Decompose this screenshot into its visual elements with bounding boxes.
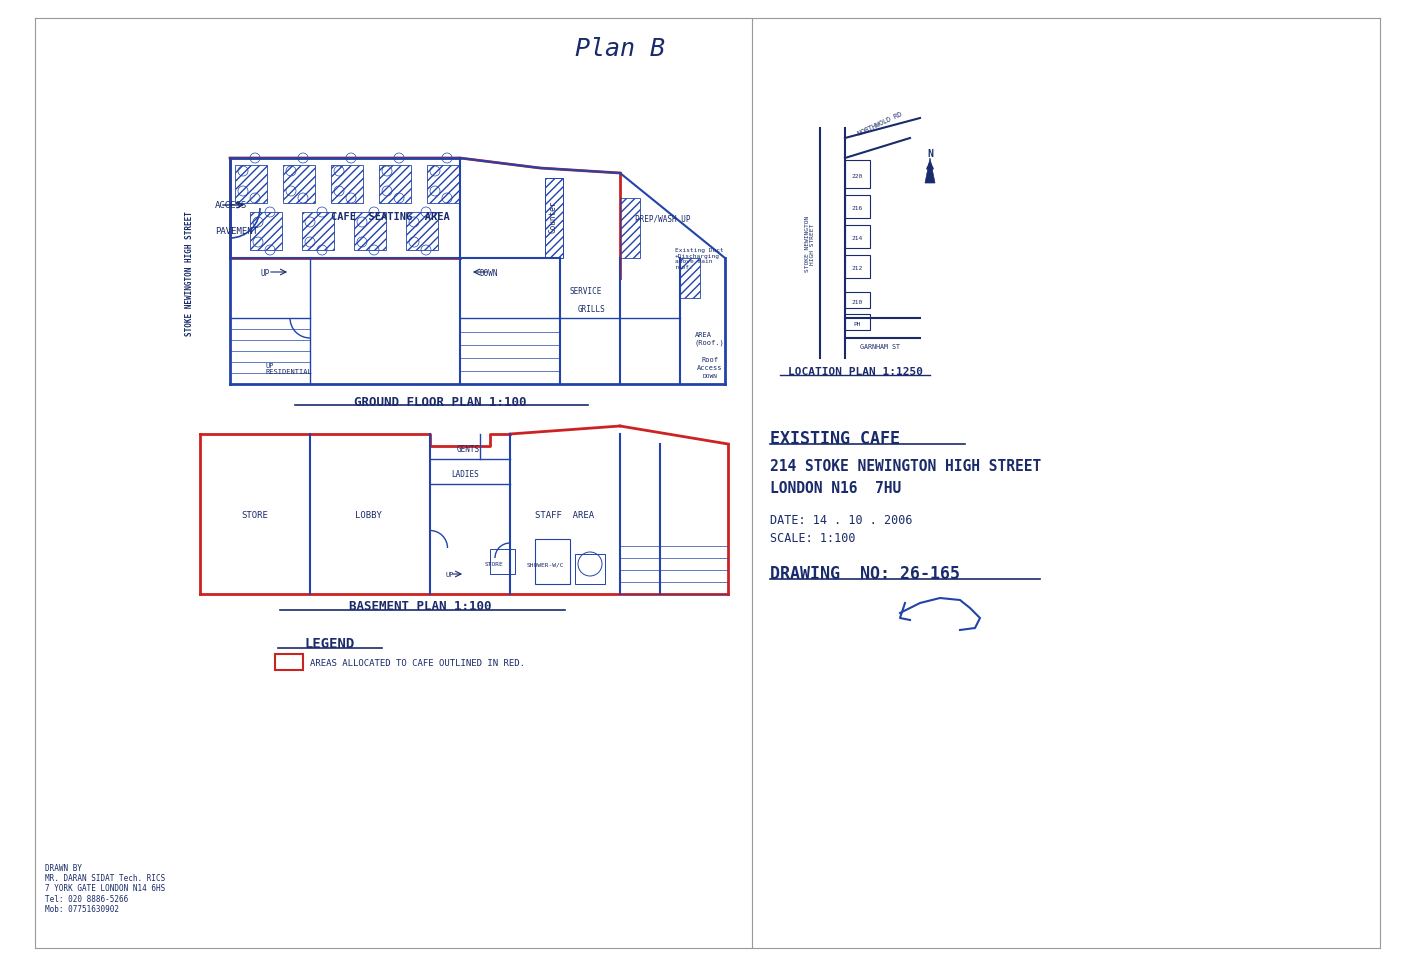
Bar [302, 213, 334, 250]
Text: GENTS: GENTS [457, 445, 479, 454]
Text: EXISTING CAFE: EXISTING CAFE [770, 429, 900, 448]
Text: DOWN: DOWN [702, 374, 718, 378]
Bar [845, 226, 870, 248]
Polygon shape [925, 158, 935, 184]
Text: DRAWING  NO: 26-165: DRAWING NO: 26-165 [770, 564, 960, 583]
Text: Roof
Access: Roof Access [698, 357, 723, 370]
Text: Plan B: Plan B [575, 37, 666, 61]
Text: STOKE NEWINGTON
HIGH STREET: STOKE NEWINGTON HIGH STREET [805, 216, 815, 272]
Text: AREA
(Roof.): AREA (Roof.) [695, 332, 725, 345]
Bar [845, 255, 870, 279]
Bar [845, 315, 870, 331]
Bar [845, 292, 870, 309]
Text: 212: 212 [852, 266, 863, 271]
Text: STORE: STORE [485, 562, 503, 567]
Text: PAVEMENT: PAVEMENT [214, 226, 258, 236]
Bar [575, 555, 605, 585]
Bar [275, 654, 303, 670]
Text: ACCESS: ACCESS [214, 201, 247, 210]
Text: LOBBY: LOBBY [354, 510, 382, 519]
Bar [354, 213, 386, 250]
Text: Counter: Counter [548, 200, 558, 233]
Bar [534, 540, 570, 585]
Text: SCALE: 1:100: SCALE: 1:100 [770, 532, 856, 545]
Text: STAFF  AREA: STAFF AREA [536, 510, 595, 519]
Bar [680, 259, 699, 298]
Text: DOWN: DOWN [479, 268, 499, 277]
Text: LOCATION PLAN 1:1250: LOCATION PLAN 1:1250 [788, 367, 922, 377]
Bar [491, 550, 515, 574]
Text: PREP/WASH UP: PREP/WASH UP [634, 214, 691, 223]
Text: LONDON N16  7HU: LONDON N16 7HU [770, 481, 901, 496]
Text: UP: UP [261, 268, 269, 277]
Text: STORE: STORE [241, 510, 268, 519]
Text: N: N [926, 149, 933, 158]
Text: SERVICE: SERVICE [570, 287, 602, 295]
Bar [845, 196, 870, 219]
Text: UP: UP [446, 571, 454, 577]
Bar [546, 179, 563, 259]
Bar [235, 166, 266, 203]
Bar [331, 166, 362, 203]
Text: CAFE  SEATING  AREA: CAFE SEATING AREA [330, 212, 450, 222]
Text: GRILLS: GRILLS [578, 304, 606, 313]
Text: GARNHAM ST: GARNHAM ST [860, 343, 900, 350]
Bar [427, 166, 460, 203]
Text: NORTHWOLD RD: NORTHWOLD RD [857, 111, 902, 137]
Text: SHOWER-W/C: SHOWER-W/C [526, 562, 564, 567]
Text: 220: 220 [852, 173, 863, 178]
Text: LEGEND: LEGEND [305, 637, 355, 650]
Text: PH: PH [853, 321, 860, 327]
Text: LADIES: LADIES [451, 470, 479, 479]
Text: 214: 214 [852, 236, 863, 241]
Text: DRAWN BY
MR. DARAN SIDAT Tech. RICS
7 YORK GATE LONDON N14 6HS
Tel: 020 8886-526: DRAWN BY MR. DARAN SIDAT Tech. RICS 7 YO… [45, 863, 165, 913]
Bar [283, 166, 314, 203]
Text: STOKE NEWINGTON HIGH STREET: STOKE NEWINGTON HIGH STREET [186, 211, 195, 336]
Text: GROUND FLOOR PLAN 1:100: GROUND FLOOR PLAN 1:100 [354, 395, 526, 408]
Bar [845, 160, 870, 189]
Bar [620, 199, 640, 259]
Text: 214 STOKE NEWINGTON HIGH STREET: 214 STOKE NEWINGTON HIGH STREET [770, 459, 1041, 474]
Text: UP
RESIDENTIAL: UP RESIDENTIAL [265, 362, 312, 376]
Bar [406, 213, 439, 250]
Bar [250, 213, 282, 250]
Bar [379, 166, 410, 203]
Text: BASEMENT PLAN 1:100: BASEMENT PLAN 1:100 [348, 600, 491, 613]
Text: 216: 216 [852, 205, 863, 211]
Text: 210: 210 [852, 299, 863, 304]
Text: DATE: 14 . 10 . 2006: DATE: 14 . 10 . 2006 [770, 514, 912, 527]
Text: AREAS ALLOCATED TO CAFE OUTLINED IN RED.: AREAS ALLOCATED TO CAFE OUTLINED IN RED. [310, 658, 525, 667]
Text: Existing Duct
+Discharging
above main
roof.: Existing Duct +Discharging above main ro… [675, 247, 723, 270]
